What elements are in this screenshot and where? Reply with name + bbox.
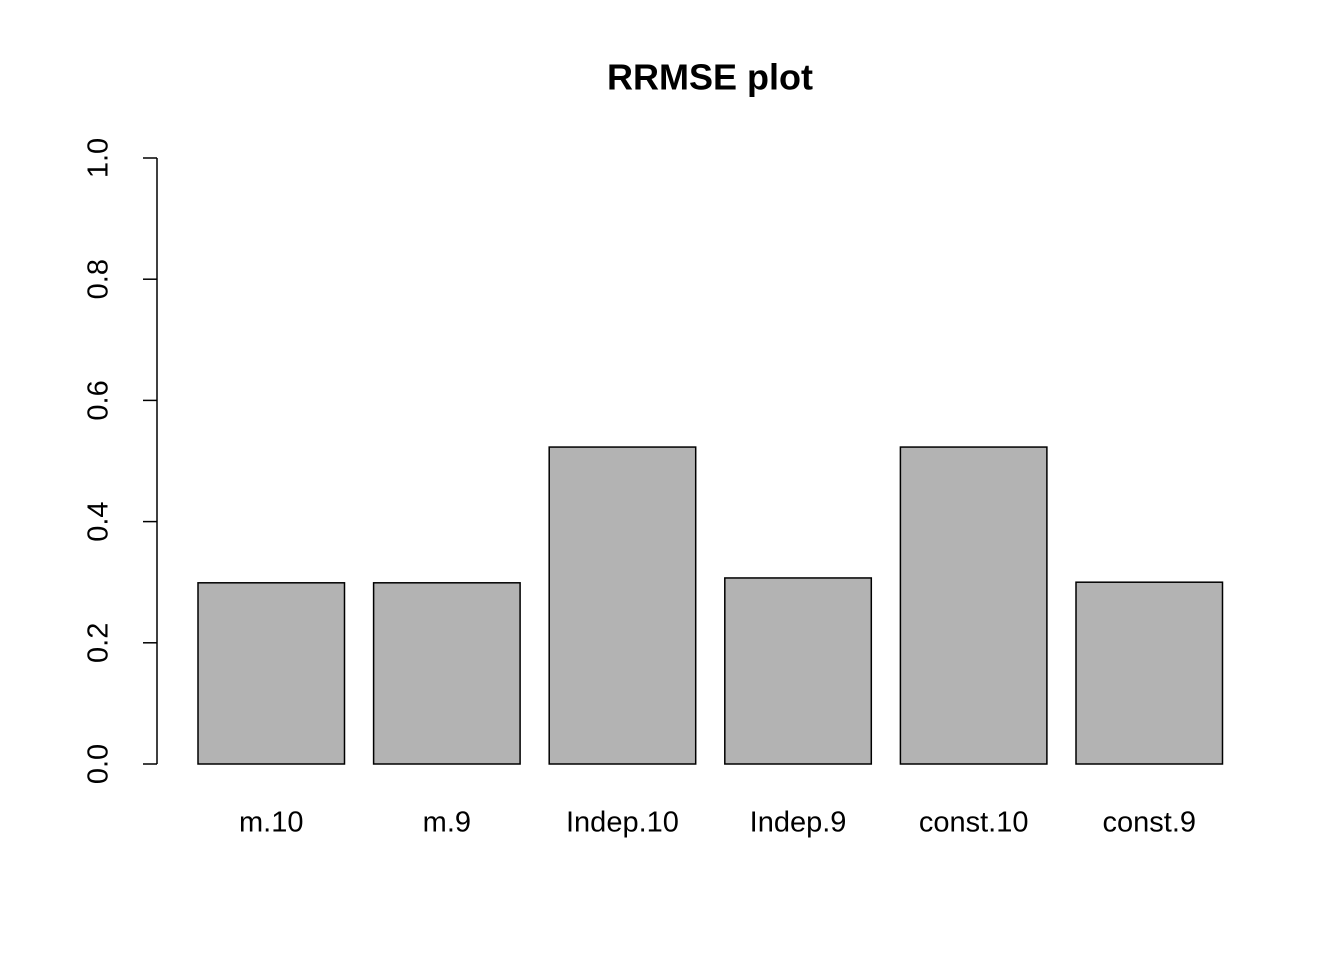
y-tick-label: 0.4 <box>83 501 115 541</box>
y-tick-label: 0.8 <box>83 259 115 299</box>
bar <box>372 582 521 765</box>
x-tick-label: m.10 <box>239 807 303 839</box>
chart-title: RRMSE plot <box>607 57 813 98</box>
y-tick-label: 1.0 <box>83 138 115 178</box>
x-tick-label: Indep.9 <box>750 807 847 839</box>
y-tick-label: 0.2 <box>83 623 115 663</box>
bar <box>197 582 346 765</box>
x-tick-label: m.9 <box>423 807 471 839</box>
y-tick-label: 0.0 <box>83 744 115 784</box>
y-tick-label: 0.6 <box>83 380 115 420</box>
x-tick-label: Indep.10 <box>566 807 679 839</box>
bar <box>724 577 873 765</box>
bar <box>1075 581 1224 765</box>
x-tick-label: const.10 <box>919 807 1029 839</box>
bar <box>548 446 697 765</box>
x-tick-label: const.9 <box>1103 807 1197 839</box>
bar <box>899 446 1048 765</box>
